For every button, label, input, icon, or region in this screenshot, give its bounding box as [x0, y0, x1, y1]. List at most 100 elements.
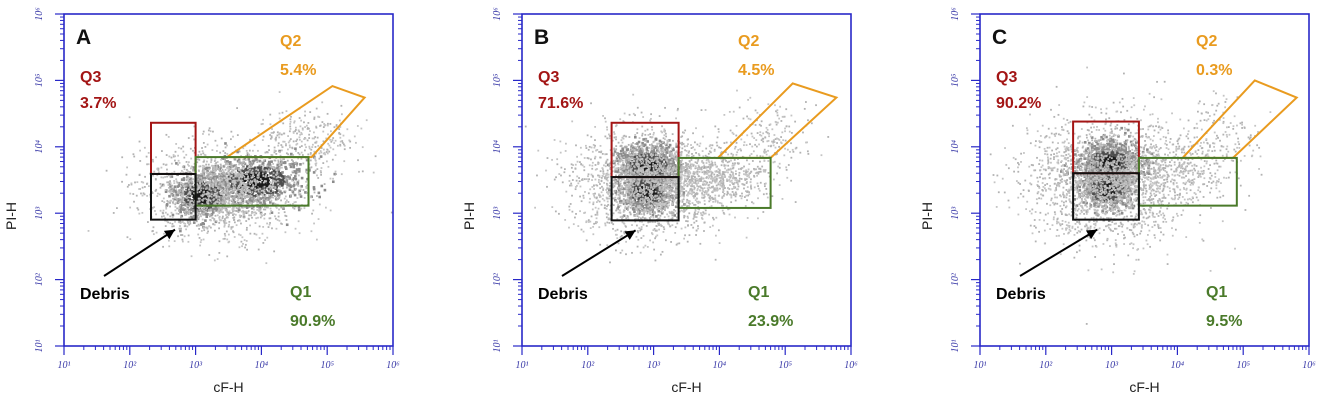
event-dot — [217, 201, 219, 204]
event-dot — [192, 201, 195, 204]
event-dot — [250, 176, 253, 179]
event-dot — [275, 197, 278, 200]
event-dot — [638, 210, 642, 213]
event-dot — [232, 208, 234, 210]
event-dot — [608, 187, 610, 190]
event-dot — [252, 211, 255, 214]
event-dot — [161, 200, 164, 202]
event-dot — [250, 171, 253, 173]
event-dot — [313, 131, 315, 134]
event-dot — [234, 146, 236, 148]
event-dot — [241, 188, 244, 191]
event-dot — [329, 177, 332, 180]
event-dot — [245, 188, 248, 191]
event-dot — [205, 202, 208, 206]
event-dot — [620, 139, 623, 142]
event-dot — [295, 168, 299, 171]
event-dot — [165, 207, 168, 210]
event-dot — [227, 163, 229, 165]
event-dot — [210, 171, 214, 174]
event-dot — [256, 201, 259, 203]
event-dot — [188, 216, 191, 219]
event-dot — [129, 238, 132, 241]
event-dot — [186, 193, 189, 196]
event-dot — [278, 185, 281, 187]
event-dot — [349, 146, 351, 149]
event-dot — [293, 207, 296, 210]
event-dot — [211, 200, 215, 203]
event-dot — [260, 176, 264, 179]
event-dot — [281, 145, 284, 148]
event-dot — [211, 211, 215, 214]
event-dot — [249, 166, 252, 169]
event-dot — [640, 151, 644, 154]
event-dot — [193, 185, 195, 188]
event-dot — [195, 198, 199, 202]
event-dot — [328, 144, 331, 147]
event-dot — [653, 146, 656, 149]
event-dot — [267, 198, 270, 201]
event-dot — [715, 165, 718, 168]
event-dot — [248, 175, 251, 179]
event-dot — [216, 161, 219, 163]
event-dot — [665, 143, 668, 147]
event-dot — [231, 211, 234, 214]
event-dot — [179, 190, 182, 192]
event-dot — [226, 162, 228, 165]
event-dot — [244, 195, 247, 198]
event-dot — [203, 170, 206, 172]
event-dot — [202, 133, 204, 135]
event-dot — [248, 190, 251, 193]
event-dot — [314, 136, 317, 138]
event-dot — [245, 240, 248, 242]
event-dot — [182, 150, 185, 153]
event-dot — [665, 163, 668, 167]
event-dot — [247, 200, 249, 202]
event-dot — [234, 175, 237, 178]
event-dot — [169, 205, 172, 208]
event-dot — [238, 160, 241, 163]
event-dot — [243, 239, 246, 242]
x-tick-label: 10⁵ — [778, 360, 792, 371]
event-dot — [270, 210, 273, 212]
event-dot — [602, 168, 604, 171]
event-dot — [220, 165, 223, 168]
event-dot — [654, 191, 657, 195]
event-dot — [196, 218, 199, 221]
event-dot — [234, 189, 237, 191]
event-dot — [668, 195, 672, 199]
event-dot — [228, 162, 231, 166]
event-dot — [229, 171, 232, 174]
event-dot — [171, 222, 174, 225]
event-dot — [297, 208, 301, 212]
event-dot — [673, 165, 676, 168]
event-dot — [156, 174, 159, 177]
event-dot — [661, 194, 665, 198]
event-dot — [209, 181, 211, 184]
event-dot — [230, 187, 233, 190]
event-dot — [652, 205, 655, 209]
event-dot — [286, 175, 290, 178]
event-dot — [105, 169, 108, 172]
event-dot — [255, 189, 259, 193]
event-dot — [319, 150, 322, 152]
event-dot — [200, 193, 203, 196]
event-dot — [204, 219, 207, 222]
event-dot — [167, 239, 170, 242]
event-dot — [300, 140, 303, 143]
event-dot — [255, 217, 258, 220]
event-dot — [258, 183, 261, 187]
event-dot — [616, 180, 620, 184]
event-dot — [183, 222, 185, 225]
event-dot — [168, 245, 171, 248]
event-dot — [199, 202, 202, 206]
event-dot — [343, 148, 346, 151]
event-dot — [248, 149, 251, 152]
event-dot — [643, 206, 646, 210]
event-dot — [173, 170, 176, 173]
event-dot — [242, 213, 245, 215]
event-dot — [241, 183, 245, 187]
event-dot — [159, 186, 162, 189]
event-dot — [256, 161, 259, 164]
flow-plot-b: 10¹ 10¹ 10² 10² 10³ 10³ 10⁴ 10⁴ 10⁵ 10⁵ 10⁶ 10⁶ B c… — [458, 0, 899, 404]
